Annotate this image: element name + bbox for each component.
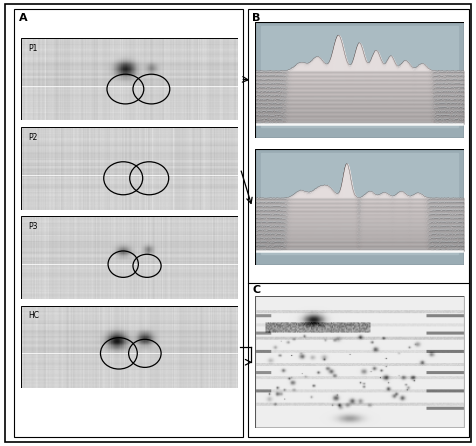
Text: P2: P2 xyxy=(28,133,37,142)
Text: A: A xyxy=(19,13,28,23)
Bar xyxy=(261,26,458,127)
Text: P1: P1 xyxy=(28,44,37,53)
Text: P3: P3 xyxy=(28,222,38,231)
Bar xyxy=(248,9,469,437)
Text: B: B xyxy=(252,13,261,23)
Text: HC: HC xyxy=(28,311,39,320)
Bar xyxy=(14,9,243,437)
Text: C: C xyxy=(252,285,260,295)
Bar xyxy=(261,153,458,254)
